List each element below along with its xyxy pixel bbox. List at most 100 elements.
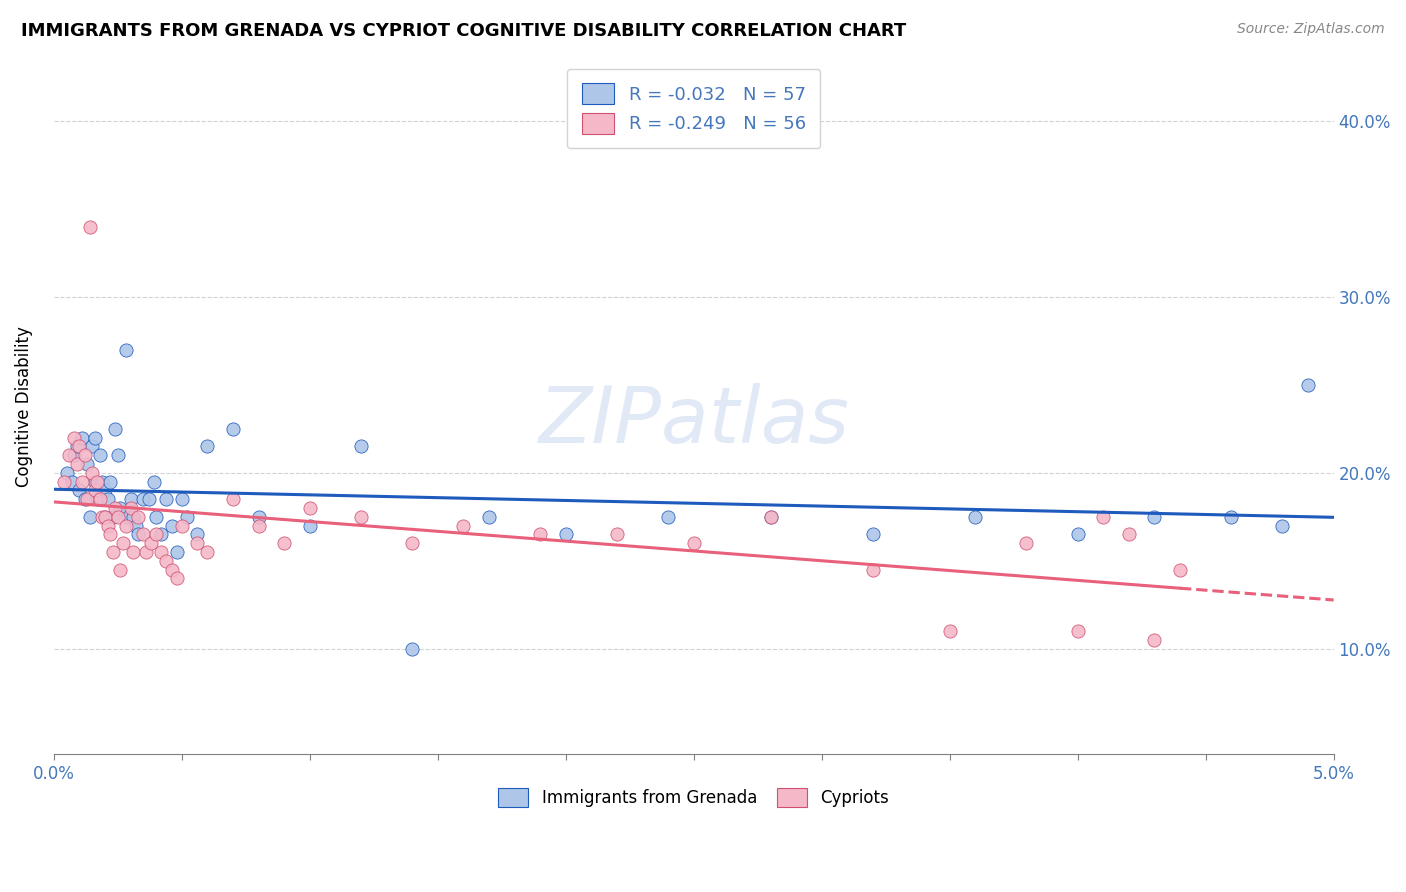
Point bbox=[127, 527, 149, 541]
Point bbox=[1296, 378, 1319, 392]
Point bbox=[94, 483, 117, 498]
Text: ZIPatlas: ZIPatlas bbox=[538, 383, 849, 458]
Point bbox=[67, 483, 90, 498]
Point bbox=[298, 501, 321, 516]
Point bbox=[53, 475, 76, 489]
Point bbox=[139, 536, 162, 550]
Text: IMMIGRANTS FROM GRENADA VS CYPRIOT COGNITIVE DISABILITY CORRELATION CHART: IMMIGRANTS FROM GRENADA VS CYPRIOT COGNI… bbox=[21, 22, 907, 40]
Point bbox=[117, 509, 139, 524]
Point bbox=[1220, 509, 1243, 524]
Point bbox=[89, 492, 111, 507]
Point bbox=[83, 483, 105, 498]
Point bbox=[114, 343, 136, 357]
Point bbox=[160, 563, 183, 577]
Point bbox=[76, 457, 98, 471]
Point bbox=[122, 509, 145, 524]
Point bbox=[86, 475, 108, 489]
Point bbox=[101, 545, 124, 559]
Point bbox=[401, 641, 423, 656]
Point bbox=[63, 448, 86, 462]
Point bbox=[186, 527, 208, 541]
Point bbox=[101, 509, 124, 524]
Point bbox=[91, 475, 114, 489]
Point bbox=[104, 501, 127, 516]
Point bbox=[170, 492, 193, 507]
Point bbox=[197, 545, 219, 559]
Point bbox=[98, 527, 121, 541]
Point bbox=[138, 492, 160, 507]
Point bbox=[350, 440, 373, 454]
Point bbox=[82, 466, 104, 480]
Legend: Immigrants from Grenada, Cypriots: Immigrants from Grenada, Cypriots bbox=[491, 780, 897, 815]
Point bbox=[94, 509, 117, 524]
Point bbox=[122, 545, 145, 559]
Point bbox=[1092, 509, 1115, 524]
Point bbox=[120, 501, 142, 516]
Point bbox=[86, 492, 108, 507]
Point bbox=[63, 431, 86, 445]
Point bbox=[657, 509, 679, 524]
Point bbox=[862, 563, 884, 577]
Point bbox=[862, 527, 884, 541]
Point bbox=[1143, 509, 1166, 524]
Point bbox=[1066, 527, 1088, 541]
Point bbox=[197, 440, 219, 454]
Point bbox=[273, 536, 295, 550]
Point bbox=[166, 571, 188, 585]
Point bbox=[166, 545, 188, 559]
Point bbox=[132, 492, 155, 507]
Point bbox=[222, 422, 245, 436]
Point bbox=[110, 501, 132, 516]
Point bbox=[938, 624, 960, 639]
Point bbox=[554, 527, 576, 541]
Point bbox=[111, 536, 134, 550]
Point bbox=[58, 448, 80, 462]
Point bbox=[759, 509, 782, 524]
Point bbox=[529, 527, 551, 541]
Point bbox=[150, 527, 173, 541]
Point bbox=[83, 431, 105, 445]
Point bbox=[176, 509, 198, 524]
Point bbox=[82, 440, 104, 454]
Point bbox=[73, 492, 96, 507]
Point bbox=[83, 475, 105, 489]
Point bbox=[67, 440, 90, 454]
Point bbox=[401, 536, 423, 550]
Point bbox=[70, 475, 93, 489]
Point bbox=[1271, 518, 1294, 533]
Point bbox=[145, 527, 167, 541]
Point bbox=[1118, 527, 1140, 541]
Point bbox=[247, 509, 270, 524]
Point bbox=[79, 219, 101, 234]
Point bbox=[55, 466, 77, 480]
Point bbox=[1168, 563, 1191, 577]
Point bbox=[66, 440, 89, 454]
Point bbox=[145, 509, 167, 524]
Point bbox=[127, 509, 149, 524]
Point bbox=[453, 518, 475, 533]
Point bbox=[114, 518, 136, 533]
Point bbox=[97, 492, 120, 507]
Point bbox=[186, 536, 208, 550]
Point bbox=[160, 518, 183, 533]
Point bbox=[91, 509, 114, 524]
Point bbox=[76, 492, 98, 507]
Point bbox=[66, 457, 89, 471]
Point bbox=[155, 554, 177, 568]
Point bbox=[110, 563, 132, 577]
Point bbox=[73, 448, 96, 462]
Point bbox=[247, 518, 270, 533]
Point bbox=[60, 475, 83, 489]
Point bbox=[222, 492, 245, 507]
Point bbox=[98, 475, 121, 489]
Point bbox=[132, 527, 155, 541]
Point bbox=[606, 527, 628, 541]
Point bbox=[94, 509, 117, 524]
Point bbox=[298, 518, 321, 533]
Point bbox=[350, 509, 373, 524]
Point bbox=[170, 518, 193, 533]
Point bbox=[125, 518, 148, 533]
Y-axis label: Cognitive Disability: Cognitive Disability bbox=[15, 326, 32, 487]
Point bbox=[155, 492, 177, 507]
Point bbox=[135, 545, 157, 559]
